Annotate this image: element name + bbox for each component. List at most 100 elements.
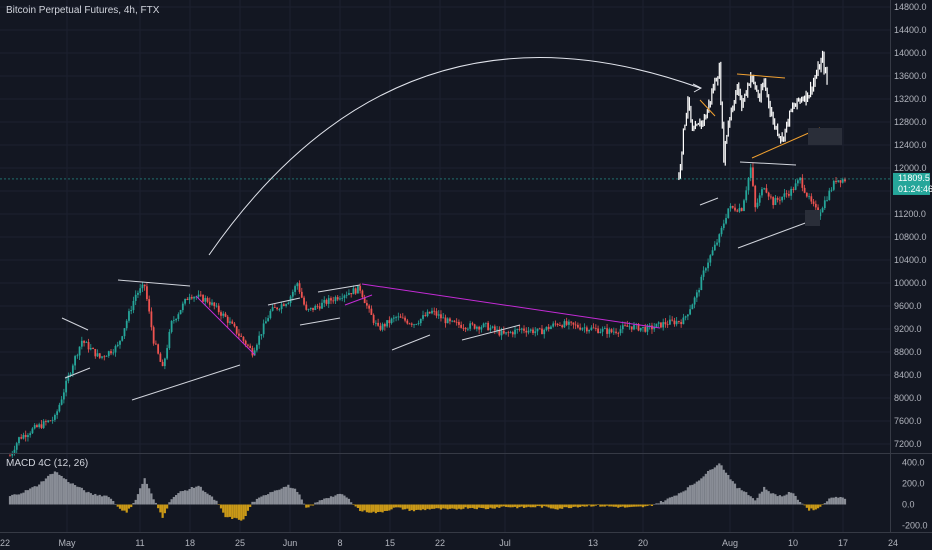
- candle-body: [779, 199, 781, 201]
- macd-bar: [646, 504, 649, 506]
- macd-bar: [464, 504, 467, 508]
- macd-bar: [621, 504, 624, 507]
- macd-bar: [228, 504, 232, 517]
- candle-body: [550, 326, 552, 330]
- candle-body: [561, 325, 564, 328]
- candle-body: [260, 334, 263, 336]
- time-axis[interactable]: 22 May 11 18 25 Jun 8 15 22 Jul 13 20 Aug 10 17 24: [0, 538, 898, 548]
- candle-body: [361, 290, 364, 298]
- candle-body: [345, 294, 348, 296]
- candle-body: [388, 320, 391, 324]
- trendline-white-jul-end: [699, 197, 719, 206]
- macd-bar: [426, 504, 429, 509]
- candle-body: [814, 203, 817, 208]
- candle-body: [431, 310, 433, 314]
- macd-bar: [76, 486, 79, 505]
- chart-title: Bitcoin Perpetual Futures, 4h, FTX: [6, 5, 160, 16]
- macd-bar: [471, 504, 474, 508]
- candle-body: [673, 320, 676, 325]
- macd-bar: [394, 504, 398, 508]
- current-box: [805, 210, 820, 226]
- candle-body: [648, 325, 651, 327]
- macd-bar: [33, 486, 36, 505]
- macd-bar: [608, 504, 611, 507]
- price-tick-label: 12000.0: [894, 163, 927, 173]
- macd-bar: [729, 479, 732, 505]
- macd-bar: [222, 504, 225, 513]
- macd-bar: [448, 504, 452, 509]
- macd-bar: [525, 504, 528, 508]
- macd-bar: [689, 485, 692, 505]
- macd-bar: [733, 483, 737, 505]
- macd-bar: [776, 496, 779, 505]
- trendline-white-jun-c: [299, 317, 341, 326]
- macd-bar: [314, 502, 317, 505]
- macd-bar: [408, 504, 411, 511]
- candle-body: [215, 305, 218, 307]
- candle-body: [783, 193, 786, 197]
- candle-body: [186, 298, 189, 301]
- candle-body: [29, 433, 32, 436]
- macd-bar: [116, 504, 119, 507]
- macd-bar: [289, 487, 292, 505]
- price-tick-label: 10800.0: [894, 232, 927, 242]
- macd-bar: [397, 504, 400, 508]
- candle-body: [170, 320, 173, 332]
- macd-bar: [635, 504, 638, 507]
- candle-body: [666, 324, 669, 326]
- candle-body: [826, 200, 828, 201]
- macd-bar: [648, 504, 651, 506]
- macd-bar: [718, 463, 721, 505]
- macd-bar: [828, 498, 831, 505]
- candle-body: [323, 299, 326, 303]
- macd-bar: [522, 504, 526, 508]
- candle-body: [444, 317, 447, 324]
- macd-bar: [181, 491, 184, 505]
- candle-body: [543, 329, 546, 335]
- candle-body: [487, 322, 490, 331]
- candle-body: [424, 315, 427, 317]
- price-axis[interactable]: 14800.0 14400.0 14000.0 13600.0 13200.0 12800…: [894, 2, 927, 449]
- candle-body: [282, 304, 285, 306]
- macd-bar: [237, 504, 241, 520]
- candle-body: [341, 297, 344, 299]
- candle-body: [523, 328, 525, 331]
- macd-bar: [370, 504, 373, 513]
- candle-body: [249, 345, 252, 349]
- candle-body: [462, 327, 465, 329]
- macd-bar: [282, 486, 285, 505]
- macd-bar: [136, 494, 140, 505]
- macd-bar: [96, 495, 99, 505]
- macd-bar: [754, 500, 757, 505]
- macd-bar: [302, 503, 306, 505]
- macd-bar: [89, 493, 92, 505]
- macd-bar: [235, 504, 238, 519]
- macd-bar: [713, 467, 716, 505]
- macd-bar: [686, 487, 689, 505]
- macd-bar: [825, 501, 829, 505]
- macd-bar: [547, 504, 550, 508]
- candle-body: [392, 317, 395, 319]
- candle-body: [217, 305, 220, 313]
- candle-body: [664, 322, 667, 325]
- macd-bar: [58, 474, 61, 505]
- macd-bar: [760, 491, 764, 505]
- macd-bar: [554, 504, 557, 510]
- candle-body: [152, 327, 155, 344]
- macd-bar: [267, 494, 270, 505]
- macd-bar: [385, 504, 389, 511]
- candle-body: [633, 324, 635, 330]
- macd-bar: [695, 481, 698, 505]
- candle-body: [195, 296, 198, 298]
- macd-axis[interactable]: 400.0 200.0 0.0 -200.0: [902, 458, 928, 531]
- candle-body: [700, 276, 703, 291]
- macd-bar: [682, 491, 685, 505]
- macd-bar: [338, 493, 342, 505]
- macd-bar: [675, 495, 678, 505]
- candle-body: [669, 319, 671, 325]
- candle-body: [105, 355, 108, 357]
- macd-bar: [343, 495, 346, 505]
- candle-body: [419, 318, 422, 324]
- macd-bar: [619, 504, 622, 507]
